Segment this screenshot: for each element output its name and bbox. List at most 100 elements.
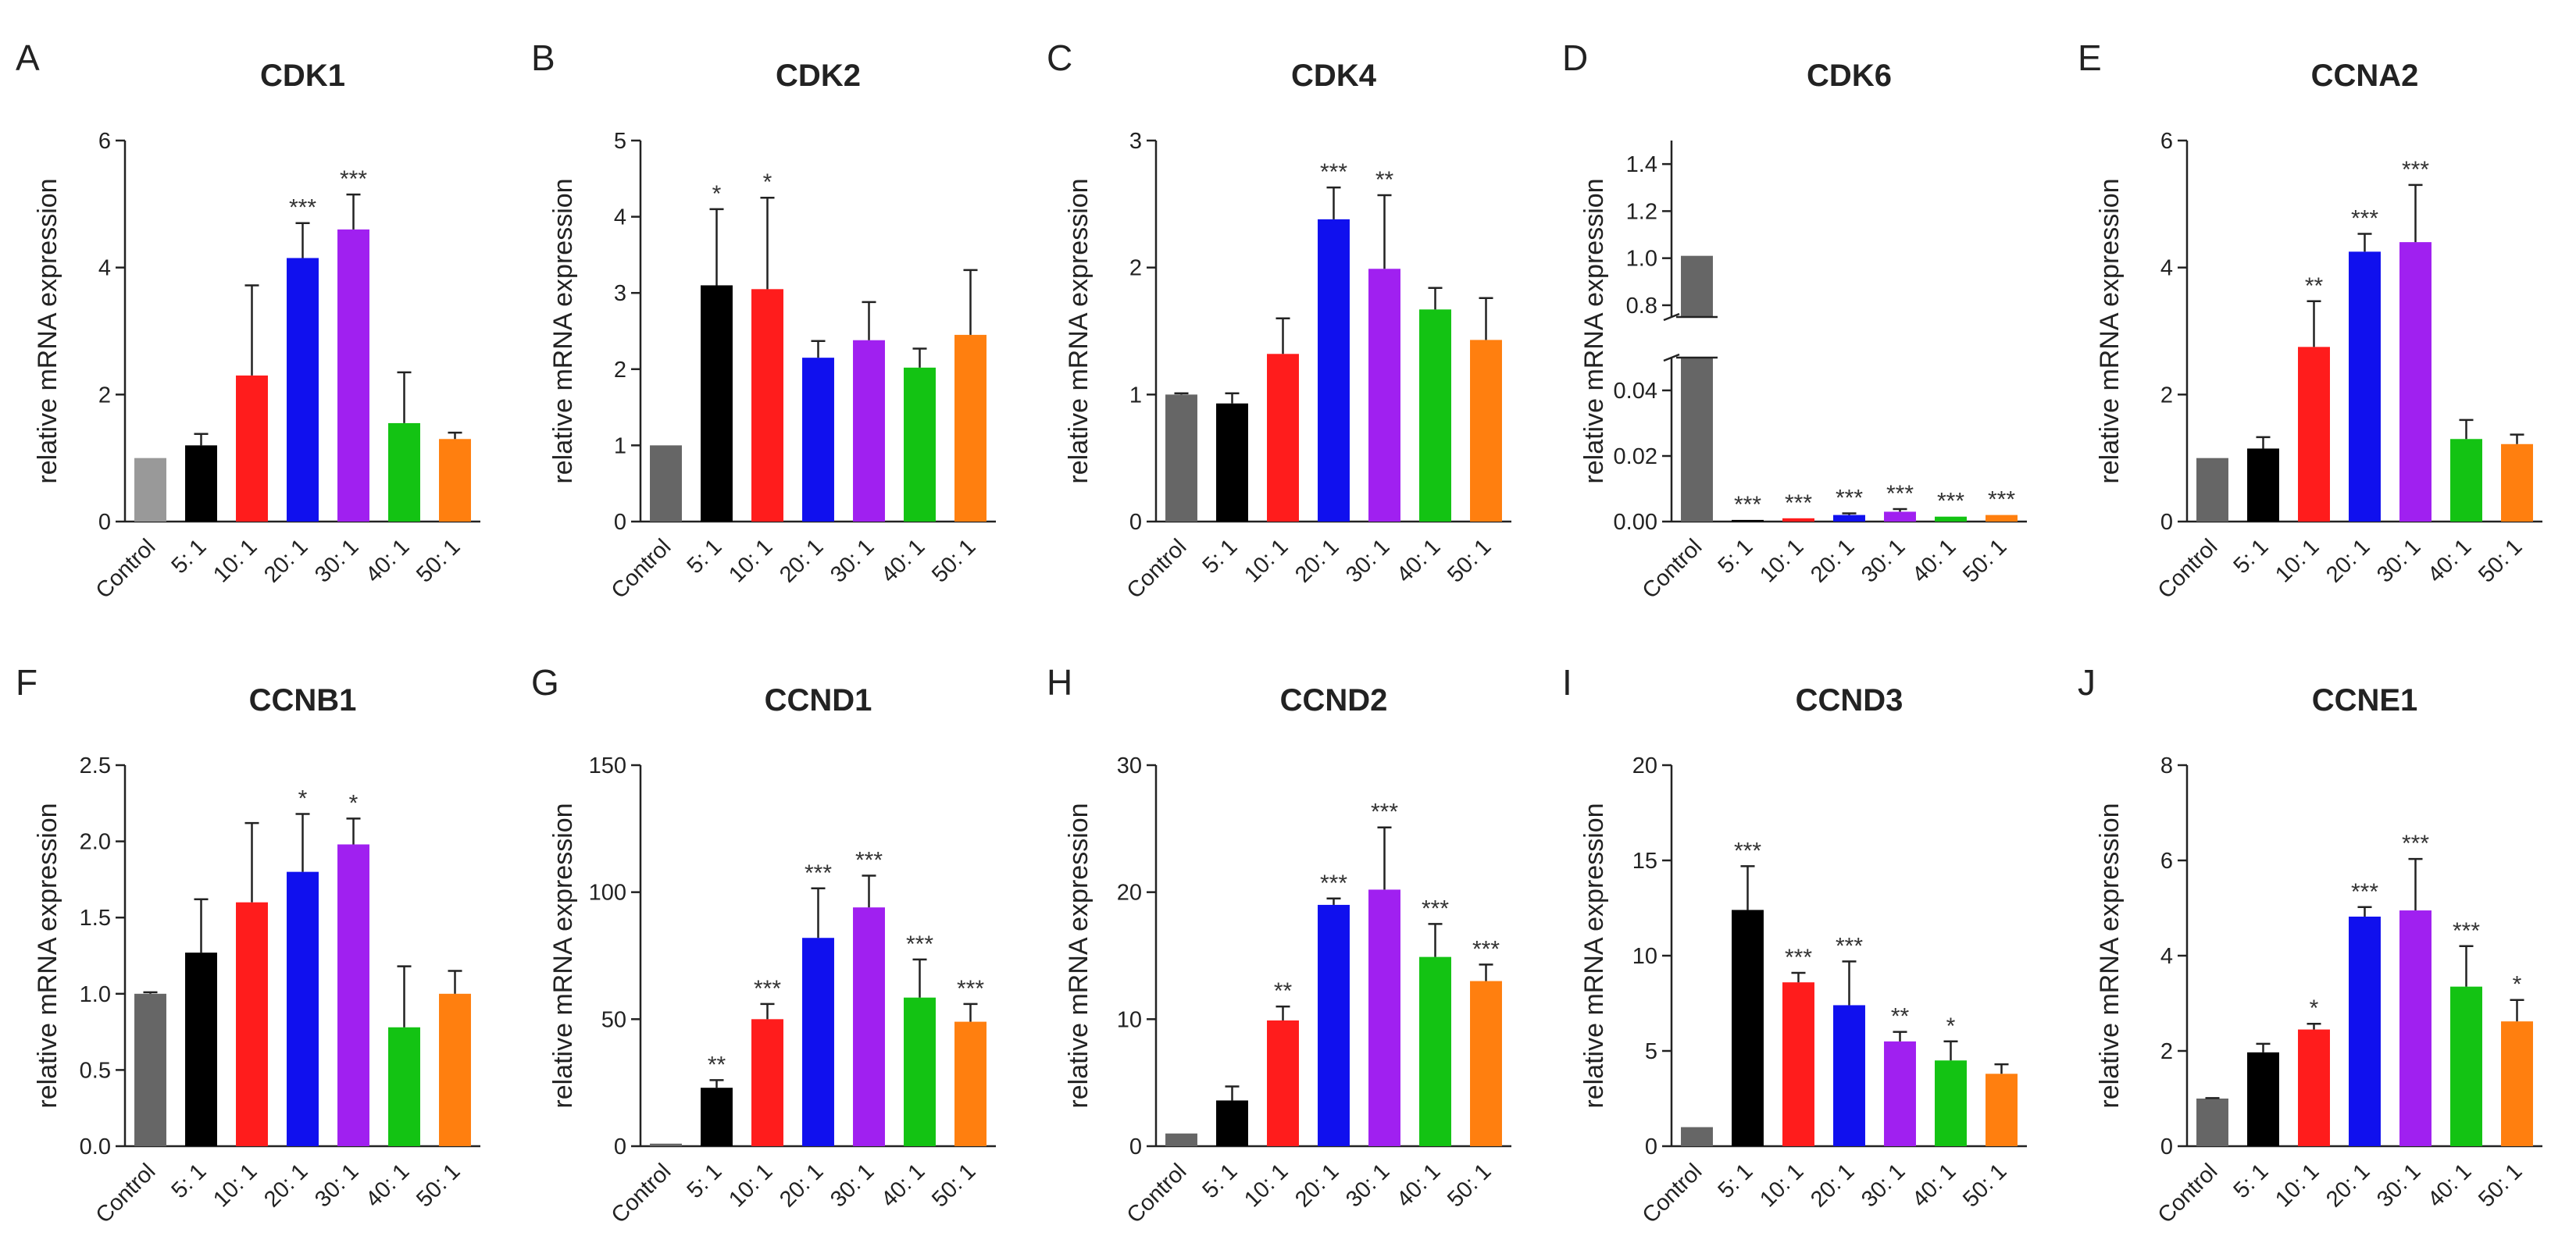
significance-label: *** — [289, 195, 316, 221]
bar — [185, 953, 217, 1146]
bar — [1732, 519, 1764, 522]
y-axis-label: relative mRNA expression — [2095, 178, 2125, 483]
y-tick-label: 6 — [2160, 849, 2173, 874]
x-tick-label: Control — [2153, 534, 2223, 604]
panel-g: G CCND1 relative mRNA expression 0 50 100 150 C… — [531, 662, 996, 1228]
bar — [388, 422, 420, 522]
x-tick-label: 10: 1 — [1755, 1159, 1808, 1212]
x-tick-label: 20: 1 — [1806, 1159, 1859, 1212]
x-tick-label: 30: 1 — [2372, 534, 2425, 587]
y-tick-label: 8 — [2160, 753, 2173, 778]
bar — [853, 907, 885, 1146]
bar — [2196, 458, 2228, 522]
bar — [236, 902, 268, 1146]
bar — [2298, 347, 2330, 522]
y-tick-label: 10 — [1632, 944, 1657, 969]
bar — [2399, 910, 2432, 1146]
bar — [802, 938, 834, 1146]
y-tick-label: 2 — [1129, 256, 1142, 281]
bar — [1216, 403, 1248, 522]
x-tick-label: 5: 1 — [2229, 1159, 2274, 1203]
bar — [650, 445, 682, 522]
y-tick-label: 1 — [1129, 383, 1142, 408]
panel-title: CCND3 — [1796, 683, 1903, 718]
panel-letter: B — [531, 37, 555, 78]
x-tick-label: 50: 1 — [412, 534, 465, 587]
panel-letter: G — [531, 662, 559, 703]
y-axis-label: relative mRNA expression — [33, 178, 62, 483]
bar — [1884, 511, 1916, 522]
panel-letter: H — [1047, 662, 1072, 703]
y-tick-label: 0 — [2160, 1134, 2173, 1159]
y-tick-label: 10 — [1117, 1007, 1142, 1032]
x-tick-label: 20: 1 — [775, 534, 828, 587]
x-tick-label: 50: 1 — [412, 1159, 465, 1212]
x-tick-label: 40: 1 — [1392, 534, 1445, 587]
bar — [2247, 1052, 2279, 1146]
bar — [2450, 439, 2482, 522]
x-tick-label: 30: 1 — [1341, 1159, 1394, 1212]
x-tick-label: 10: 1 — [2271, 1159, 2324, 1212]
x-tick-label: 40: 1 — [876, 534, 929, 587]
x-tick-label: 50: 1 — [1958, 534, 2011, 587]
x-tick-label: 5: 1 — [1714, 1159, 1758, 1203]
y-tick-label: 3 — [1129, 129, 1142, 154]
panel-d: D CDK6 relative mRNA expression 0.00 0.02 0.0… — [1562, 37, 2027, 604]
bar — [1986, 515, 2018, 522]
y-tick-label: 6 — [98, 129, 111, 154]
axis-break-mark — [1663, 312, 1680, 322]
y-axis-label: relative mRNA expression — [548, 803, 578, 1108]
x-tick-label: 30: 1 — [826, 534, 879, 587]
significance-label: *** — [1836, 933, 1863, 959]
panel-title: CDK6 — [1807, 59, 1892, 93]
y-axis-label: relative mRNA expression — [548, 178, 578, 483]
bar — [1681, 358, 1713, 522]
bar — [388, 1027, 420, 1146]
panel-j: J CCNE1 relative mRNA expression 0 2 4 6 8 Contr… — [2078, 662, 2542, 1228]
y-tick-label: 1.5 — [80, 906, 111, 931]
x-tick-label: 40: 1 — [2423, 1159, 2476, 1212]
y-tick-label: 0.8 — [1626, 294, 1657, 319]
y-tick-label: 5 — [1645, 1039, 1657, 1064]
significance-label: ** — [708, 1052, 726, 1077]
panel-title: CDK1 — [260, 59, 345, 93]
panel-b: B CDK2 relative mRNA expression 0 1 2 3 4 5 Contr… — [531, 37, 996, 604]
bar — [1419, 956, 1451, 1146]
significance-label: *** — [2351, 206, 2378, 232]
bar — [1267, 354, 1299, 522]
x-tick-label: 10: 1 — [1755, 534, 1808, 587]
significance-label: *** — [2453, 918, 2480, 944]
x-tick-label: 10: 1 — [724, 1159, 777, 1212]
x-tick-label: 20: 1 — [259, 1159, 312, 1212]
x-tick-label: 20: 1 — [2321, 534, 2374, 587]
significance-label: *** — [2351, 879, 2378, 905]
y-tick-label: 2.5 — [80, 753, 111, 778]
x-tick-label: 40: 1 — [1392, 1159, 1445, 1212]
x-tick-label: 40: 1 — [2423, 534, 2476, 587]
bar — [2298, 1029, 2330, 1146]
bar — [1267, 1020, 1299, 1146]
bar — [904, 367, 936, 522]
x-tick-label: 50: 1 — [1958, 1159, 2011, 1212]
x-tick-label: 5: 1 — [1714, 534, 1758, 579]
x-tick-label: 20: 1 — [1290, 1159, 1343, 1212]
bar — [2247, 448, 2279, 522]
significance-label: *** — [1472, 936, 1500, 962]
significance-label: *** — [1320, 159, 1347, 185]
y-tick-label: 0 — [1645, 1134, 1657, 1159]
bar-upper — [1681, 255, 1713, 317]
significance-label: * — [2310, 995, 2319, 1021]
y-tick-label: 1.0 — [80, 982, 111, 1007]
x-tick-label: 5: 1 — [683, 1159, 727, 1203]
significance-label: *** — [2402, 157, 2429, 183]
x-tick-label: 10: 1 — [724, 534, 777, 587]
bar — [650, 1143, 682, 1146]
x-tick-label: 5: 1 — [1198, 1159, 1243, 1203]
significance-label: *** — [1937, 489, 1964, 515]
significance-label: * — [1946, 1013, 1956, 1039]
y-tick-label: 6 — [2160, 129, 2173, 154]
x-tick-label: Control — [2153, 1159, 2223, 1228]
y-tick-label: 50 — [601, 1007, 626, 1032]
panel-title: CDK4 — [1291, 59, 1377, 93]
x-tick-label: 20: 1 — [775, 1159, 828, 1212]
